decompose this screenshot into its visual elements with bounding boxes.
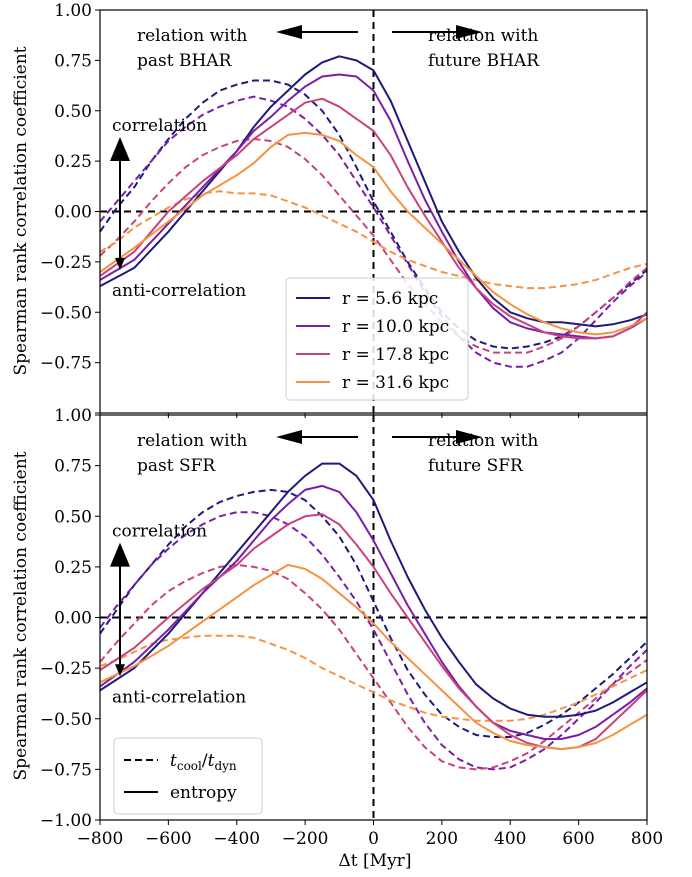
y-tick-label: −0.25 [40,253,92,273]
x-tick-label: −200 [282,829,329,849]
past-relation-label: past BHAR [137,51,233,71]
future-arrow-head [456,430,482,444]
future-arrow-head [456,25,482,39]
series-line-entropy-31.6 [99,131,648,336]
x-tick-label: −400 [213,829,260,849]
y-tick-label: 0.00 [54,609,92,629]
legend-entry-label: r = 31.6 kpc [342,373,449,393]
x-tick-label: 800 [631,829,663,849]
x-tick-label: 600 [562,829,594,849]
y-tick-label: 0.25 [54,152,92,172]
future-relation-label: future BHAR [428,51,540,71]
correlation-label: correlation [112,116,207,136]
y-tick-label: −0.25 [40,659,92,679]
bottom-panel: 1.00 0.75 0.50 0.25 0.00 −0.25 −0.50 −0.75 −1.00… [40,406,663,849]
past-relation-label: past SFR [137,456,216,476]
x-tick-label: 400 [494,829,526,849]
series-line-entropy-10.0 [99,73,648,340]
anti-correlation-arrow-head [115,257,125,270]
anti-correlation-label: anti-correlation [112,281,246,301]
correlation-arrow-head [110,136,130,161]
series-line-entropy-5.6 [99,462,648,718]
series-line-tcool-31.6 [99,190,648,290]
series-line-tcool-17.8 [99,563,648,771]
series-line-tcool-31.6 [99,634,648,722]
series-line-tcool-17.8 [99,138,648,354]
legend-box [113,737,263,815]
series-line-entropy-31.6 [99,563,648,751]
bottom-ylabel: Spearman rank correlation coefficient [11,451,31,780]
y-tick-label: 1.00 [54,406,92,426]
anti-correlation-arrow-head [115,664,125,677]
y-tick-label: 0.50 [54,102,92,122]
series-line-tcool-5.6 [99,488,648,738]
legend-entry-label: r = 10.0 kpc [342,317,449,337]
y-tick-label: 0.00 [54,203,92,223]
y-tick-label: 0.75 [54,51,92,71]
y-tick-label: 0.50 [54,507,92,527]
y-tick-label: 0.25 [54,558,92,578]
legend-entry-label: r = 17.8 kpc [342,345,449,365]
x-tick-label: 0 [368,829,379,849]
top-panel: 1.00 0.75 0.50 0.25 0.00 −0.25 −0.50 −0.75 relat… [40,1,648,418]
y-tick-label: 1.00 [54,1,92,21]
past-relation-label: relation with [137,26,247,46]
past-relation-label: relation with [137,431,247,451]
y-tick-label: 0.75 [54,457,92,477]
x-axis-label: Δt [Myr] [339,851,412,871]
series-line-entropy-10.0 [99,484,648,740]
top-ylabel: Spearman rank correlation coefficient [11,46,31,375]
y-tick-label: −0.75 [40,354,92,374]
correlation-arrow-head [110,542,130,567]
legend-entry-label: tcool/tdyn [170,751,237,773]
y-tick-label: −0.50 [40,303,92,323]
past-arrow-head [276,430,302,444]
legend-entry-label: entropy [170,783,237,803]
series-line-tcool-5.6 [99,79,648,350]
series-line-entropy-5.6 [99,55,648,328]
legend-entry-label: r = 5.6 kpc [342,289,438,309]
future-relation-label: relation with [428,26,538,46]
series-line-tcool-10.0 [99,511,648,771]
y-tick-label: −1.00 [40,811,92,831]
y-tick-label: −0.50 [40,710,92,730]
series-line-entropy-17.8 [99,97,648,340]
past-arrow-head [276,25,302,39]
x-tick-label: 200 [426,829,458,849]
y-tick-label: −0.75 [40,760,92,780]
future-relation-label: relation with [428,431,538,451]
series-line-tcool-10.0 [99,95,648,368]
future-relation-label: future SFR [428,456,524,476]
anti-correlation-label: anti-correlation [112,688,246,708]
x-tick-label: −600 [145,829,192,849]
x-tick-label: −800 [77,829,124,849]
correlation-label: correlation [112,522,207,542]
legend-box [285,277,469,401]
